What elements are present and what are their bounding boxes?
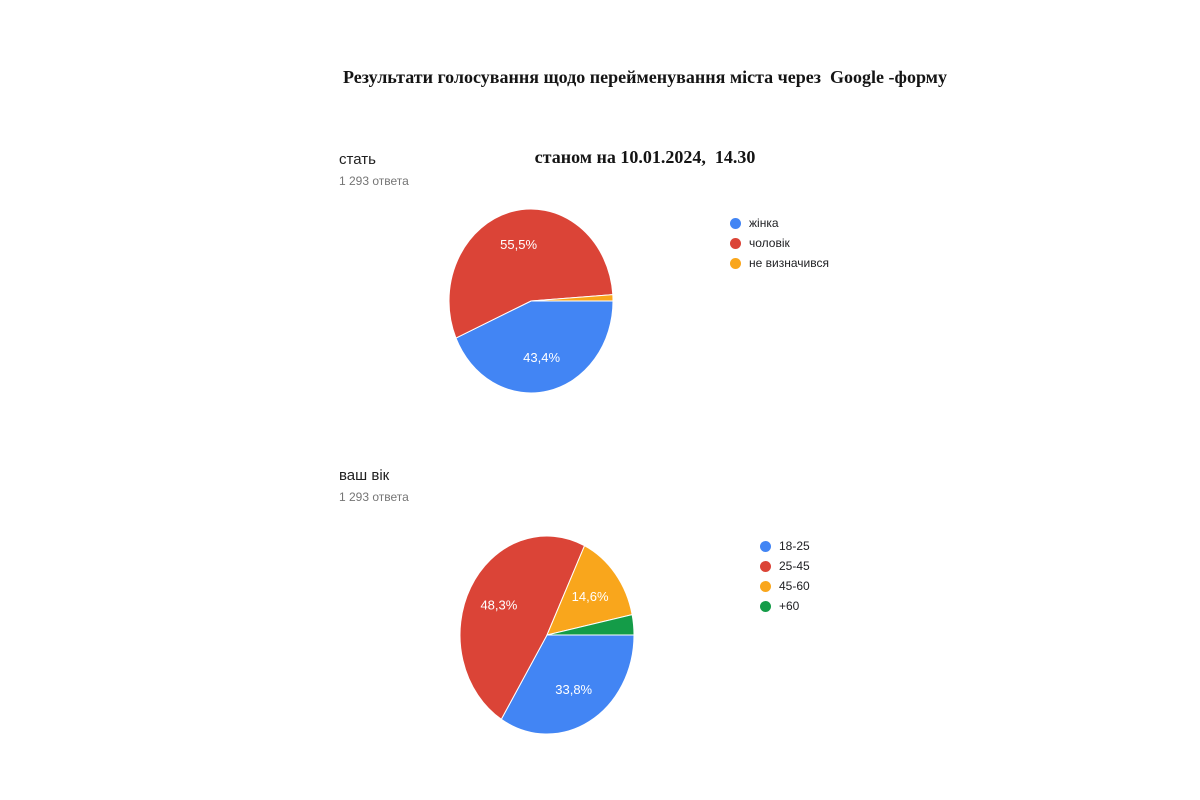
legend-label: не визначився (749, 256, 829, 270)
age-pie-chart: 33,8% 48,3% 14,6% (459, 535, 635, 735)
response-count-gender: 1 293 ответа (339, 174, 409, 188)
legend-item-1: 25-45 (760, 556, 810, 576)
legend-item-1: чоловік (730, 233, 829, 253)
legend-label: 45-60 (779, 579, 810, 593)
question-title-age: ваш вік (339, 467, 390, 484)
legend-item-2: 45-60 (760, 576, 810, 596)
question-title-gender: стать (339, 151, 376, 168)
legend-swatch-icon (730, 217, 741, 229)
pie-slice-value-label: 14,6% (572, 589, 609, 604)
legend-label: чоловік (749, 236, 790, 250)
pie-slice-value-label: 43,4% (523, 350, 560, 365)
legend-swatch-icon (760, 560, 771, 572)
gender-legend: жінка чоловік не визначився (730, 213, 829, 273)
legend-swatch-icon (760, 580, 771, 592)
legend-label: жінка (749, 216, 779, 230)
pie-slice-2 (546, 544, 633, 636)
legend-swatch-icon (760, 540, 771, 552)
pie-slice-0 (455, 300, 614, 394)
legend-label: 25-45 (779, 559, 810, 573)
pie-slice-2 (530, 294, 614, 302)
legend-label: +60 (779, 599, 800, 613)
legend-item-3: +60 (760, 596, 810, 616)
pie-slice-value-label: 55,5% (500, 237, 537, 252)
legend-item-2: не визначився (730, 253, 829, 273)
pie-slice-1 (448, 208, 614, 339)
report-title-line1: Результати голосування щодо перейменуван… (343, 67, 947, 87)
legend-swatch-icon (760, 600, 771, 612)
legend-item-0: 18-25 (760, 536, 810, 556)
legend-swatch-icon (730, 237, 741, 249)
report-title-line2: станом на 10.01.2024, 14.30 (534, 147, 756, 167)
pie-slice-value-label: 33,8% (555, 682, 592, 697)
legend-item-0: жінка (730, 213, 829, 233)
chart-gender-header: стать 1 293 ответа (339, 151, 409, 188)
pie-slice-value-label: 48,3% (480, 598, 517, 613)
age-legend: 18-25 25-45 45-60 +60 (760, 536, 810, 616)
gender-pie-chart: 43,4% 55,5% (448, 208, 614, 394)
legend-swatch-icon (730, 257, 741, 269)
report-title: Результати голосування щодо перейменуван… (270, 22, 1020, 190)
legend-label: 18-25 (779, 539, 810, 553)
pie-slice-3 (546, 614, 635, 636)
response-count-age: 1 293 ответа (339, 490, 409, 504)
chart-age-header: ваш вік 1 293 ответа (339, 467, 409, 504)
pie-slice-0 (500, 634, 635, 735)
pie-slice-1 (459, 535, 586, 720)
